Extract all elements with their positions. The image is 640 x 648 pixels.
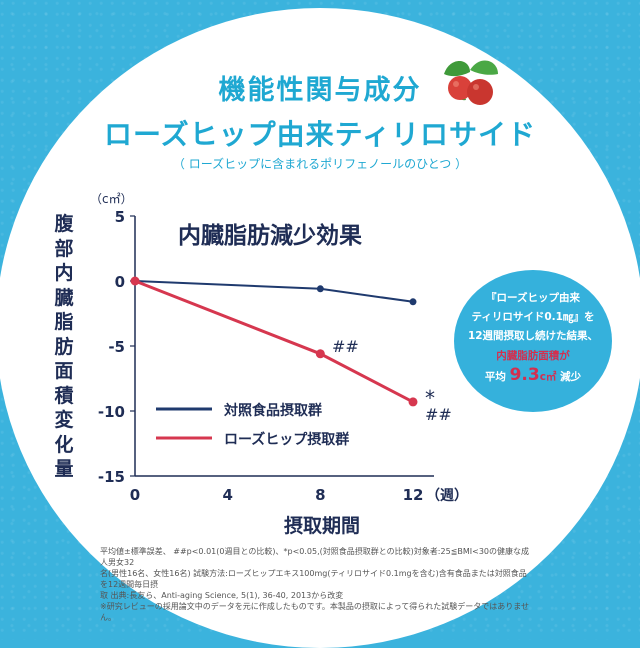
legend-label-rosehip: ローズヒップ摂取群 (224, 431, 349, 448)
x-axis-label: 摂取期間 (284, 514, 360, 537)
callout-line-2: ティリロサイド0.1㎎』を (471, 311, 595, 323)
x-unit-label: （週） (426, 488, 468, 504)
x-tick-label: 0 (130, 486, 140, 504)
y-tick-label: -10 (98, 403, 125, 421)
x-tick-label: 8 (315, 486, 325, 504)
data-point-series-0 (409, 298, 417, 306)
callout-line-3: 12週間摂取し続けた結果、 (467, 330, 599, 342)
footnote-line-3: 取 出典:長友ら、Anti-aging Science, 5(1), 36-40… (100, 591, 344, 600)
y-tick-label: -15 (98, 468, 125, 486)
data-point-series-1 (130, 276, 140, 286)
callout-decrease-label: 減少 (560, 371, 582, 383)
data-point-series-1 (408, 397, 418, 407)
ingredient-subtitle: （ ローズヒップに含まれるポリフェノールのひとつ ） (172, 157, 468, 171)
chart-title: 内臓脂肪減少効果 (178, 222, 362, 249)
callout-value: 9.3 (509, 365, 540, 385)
x-tick-label: 12 (403, 486, 424, 504)
y-tick-label: -5 (108, 338, 125, 356)
result-callout: 『ローズヒップ由来 ティリロサイド0.1㎎』を 12週間摂取し続けた結果、 内臓… (454, 270, 612, 412)
footnote-line-4: ※研究レビューの採用論文中のデータを元に作成したものです。本製品の摂取によって得… (100, 602, 530, 622)
legend: 対照食品摂取群 ローズヒップ摂取群 (156, 402, 349, 448)
callout-line-5: 平均 9.3c㎡ 減少 (454, 365, 612, 385)
callout-average-label: 平均 (484, 371, 506, 383)
footnote: 平均値±標準誤差、 ##p<0.01(0週目との比較)、*p<0.05,(対照食… (100, 546, 530, 623)
data-point-series-0 (316, 285, 324, 293)
rosehip-illustration-icon (444, 60, 498, 105)
page-title: 機能性関与成分 (218, 75, 422, 106)
legend-label-control: 対照食品摂取群 (223, 402, 322, 419)
y-axis-label: 腹部内臓脂肪面積変化量 (54, 213, 74, 480)
callout-line-4: 内臓脂肪面積が (496, 350, 570, 362)
annotation-week12-star: * (425, 386, 435, 410)
annotation-week8: ## (332, 337, 359, 356)
x-tick-label: 4 (222, 486, 232, 504)
annotation-week12-hash: ## (425, 405, 452, 424)
callout-line-1: 『ローズヒップ由来 (486, 292, 580, 304)
footnote-line-2: 名(男性16名、女性16名) 試験方法:ローズヒップエキス100mg(ティリロサ… (100, 569, 527, 589)
series-line-1 (134, 279, 414, 404)
ingredient-name: ローズヒップ由来ティリロサイド (104, 118, 536, 151)
data-point-series-1 (315, 349, 325, 359)
footnote-line-1: 平均値±標準誤差、 ##p<0.01(0週目との比較)、*p<0.05,(対照食… (100, 547, 530, 567)
callout-unit: c㎡ (539, 371, 557, 383)
y-unit-label: （c㎡） (90, 192, 133, 206)
y-tick-label: 5 (115, 208, 125, 226)
y-tick-label: 0 (115, 273, 125, 291)
